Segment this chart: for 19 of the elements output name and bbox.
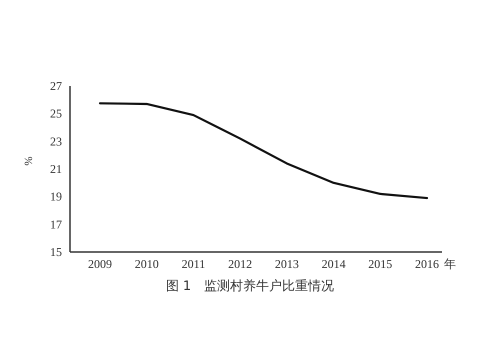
y-tick-label: 17 [50,217,62,232]
x-tick-label: 2010 [134,257,159,271]
y-tick-label: 25 [50,106,62,121]
y-tick-label: 15 [50,245,62,259]
x-axis-title: 年 [444,257,456,271]
line-series [98,102,428,200]
x-tick-label: 2014 [322,257,346,271]
x-tick-label: 2016 [415,257,439,271]
x-tick-label: 2013 [274,257,299,271]
y-axis-title: % [23,156,35,166]
y-tick-label: 19 [50,190,62,204]
y-tick-label: 21 [50,162,62,176]
y-tick-label: 27 [50,79,62,93]
caption: 图 1 监测村养牛户比重情况 [166,278,334,294]
x-tick-label: 2011 [182,257,206,271]
x-tick-label: 2015 [368,257,392,271]
y-tick-label: 23 [50,134,62,148]
x-tick-label: 2012 [228,257,252,271]
x-tick-label: 2009 [88,257,112,271]
